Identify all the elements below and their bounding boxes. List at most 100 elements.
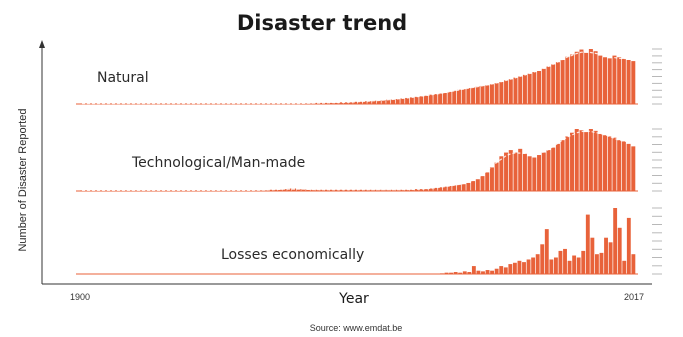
bar-technological-74 <box>428 188 433 191</box>
bar-technological-82 <box>466 182 471 191</box>
bar-losses-114 <box>599 252 604 274</box>
bar-natural-63 <box>376 100 381 104</box>
bar-losses-79 <box>440 273 444 274</box>
bar-technological-84 <box>475 179 480 191</box>
bar-natural-35 <box>244 103 249 104</box>
bar-natural-20 <box>174 103 179 104</box>
bar-losses-87 <box>476 270 481 274</box>
bar-natural-19 <box>169 103 174 104</box>
bar-technological-38 <box>259 190 264 191</box>
bar-losses-99 <box>531 257 536 274</box>
bar-losses-112 <box>590 237 595 274</box>
bar-technological-23 <box>188 190 193 191</box>
bar-technological-115 <box>621 141 626 191</box>
bar-natural-108 <box>588 49 593 104</box>
bar-technological-19 <box>169 190 174 191</box>
bar-technological-106 <box>579 130 584 191</box>
x-tick-start: 1900 <box>70 292 90 302</box>
bar-technological-75 <box>433 187 438 191</box>
bar-losses-113 <box>594 254 599 274</box>
bar-losses-109 <box>576 257 581 274</box>
bar-technological-102 <box>560 140 565 191</box>
bar-losses-107 <box>567 260 572 274</box>
bar-technological-89 <box>499 156 504 191</box>
bar-natural-41 <box>273 103 278 104</box>
bar-technological-114 <box>617 140 622 191</box>
bar-losses-121 <box>631 254 636 274</box>
bar-technological-3 <box>94 190 99 191</box>
bar-technological-100 <box>551 147 556 191</box>
bar-natural-77 <box>442 93 447 104</box>
bar-losses-92 <box>499 266 504 274</box>
bar-natural-94 <box>522 74 527 104</box>
bar-natural-109 <box>593 51 598 104</box>
bar-technological-21 <box>178 190 183 191</box>
bar-technological-35 <box>244 190 249 191</box>
bar-losses-115 <box>604 237 608 274</box>
bar-natural-111 <box>603 57 608 104</box>
bar-losses-108 <box>572 255 577 274</box>
bar-technological-69 <box>405 189 410 191</box>
panel-label-technological: Technological/Man-made <box>131 155 305 171</box>
bar-technological-104 <box>570 132 575 191</box>
bar-natural-56 <box>343 102 348 104</box>
bar-technological-58 <box>353 189 358 191</box>
bar-natural-18 <box>164 103 169 104</box>
bar-losses-95 <box>512 262 517 274</box>
bar-losses-110 <box>581 250 586 274</box>
bar-technological-54 <box>334 189 339 191</box>
bar-technological-93 <box>518 148 523 191</box>
bar-natural-79 <box>452 90 457 104</box>
bar-natural-58 <box>353 101 358 104</box>
source-note: Source: www.emdat.be <box>310 323 403 333</box>
bar-natural-6 <box>108 103 113 104</box>
bar-natural-87 <box>489 84 494 104</box>
bar-natural-67 <box>395 99 400 104</box>
bar-technological-111 <box>603 135 608 191</box>
bar-technological-41 <box>273 189 278 191</box>
panel-label-losses: Losses economically <box>221 247 364 263</box>
bar-technological-94 <box>522 153 527 191</box>
bar-losses-104 <box>553 257 558 274</box>
bar-technological-43 <box>282 189 287 191</box>
bar-technological-109 <box>593 130 598 191</box>
bar-technological-92 <box>513 152 518 191</box>
bar-natural-23 <box>188 103 193 104</box>
bar-losses-116 <box>608 242 613 274</box>
bar-technological-59 <box>358 189 363 191</box>
bar-losses-106 <box>563 248 567 274</box>
bar-natural-83 <box>471 87 476 104</box>
bar-natural-80 <box>456 89 461 104</box>
bar-natural-75 <box>433 94 438 104</box>
bar-technological-105 <box>574 129 579 191</box>
bar-technological-79 <box>452 185 457 191</box>
bar-technological-108 <box>588 129 593 191</box>
bar-natural-82 <box>466 88 471 104</box>
bar-technological-6 <box>108 190 113 191</box>
trend-layer <box>82 51 634 191</box>
bar-technological-113 <box>612 137 617 191</box>
bar-losses-80 <box>444 272 449 274</box>
bar-technological-107 <box>584 132 589 191</box>
bar-technological-68 <box>400 189 405 191</box>
bar-natural-60 <box>362 101 367 104</box>
trend-line-natural <box>82 51 634 105</box>
bar-technological-47 <box>301 189 306 191</box>
bar-technological-73 <box>423 189 428 191</box>
bar-losses-111 <box>585 214 590 274</box>
bar-losses-89 <box>485 270 490 274</box>
bar-technological-22 <box>183 190 188 191</box>
bar-natural-110 <box>598 55 603 104</box>
bar-natural-5 <box>103 103 108 104</box>
bar-technological-49 <box>310 189 315 191</box>
bar-natural-102 <box>560 60 565 104</box>
bar-technological-77 <box>442 186 447 191</box>
bar-technological-117 <box>631 146 636 191</box>
y-axis-label: Number of Disaster Reported <box>17 108 29 251</box>
bar-technological-24 <box>193 190 198 191</box>
bar-technological-20 <box>174 190 179 191</box>
bar-technological-39 <box>263 190 268 191</box>
bar-natural-105 <box>574 51 579 104</box>
bar-natural-115 <box>621 58 626 104</box>
